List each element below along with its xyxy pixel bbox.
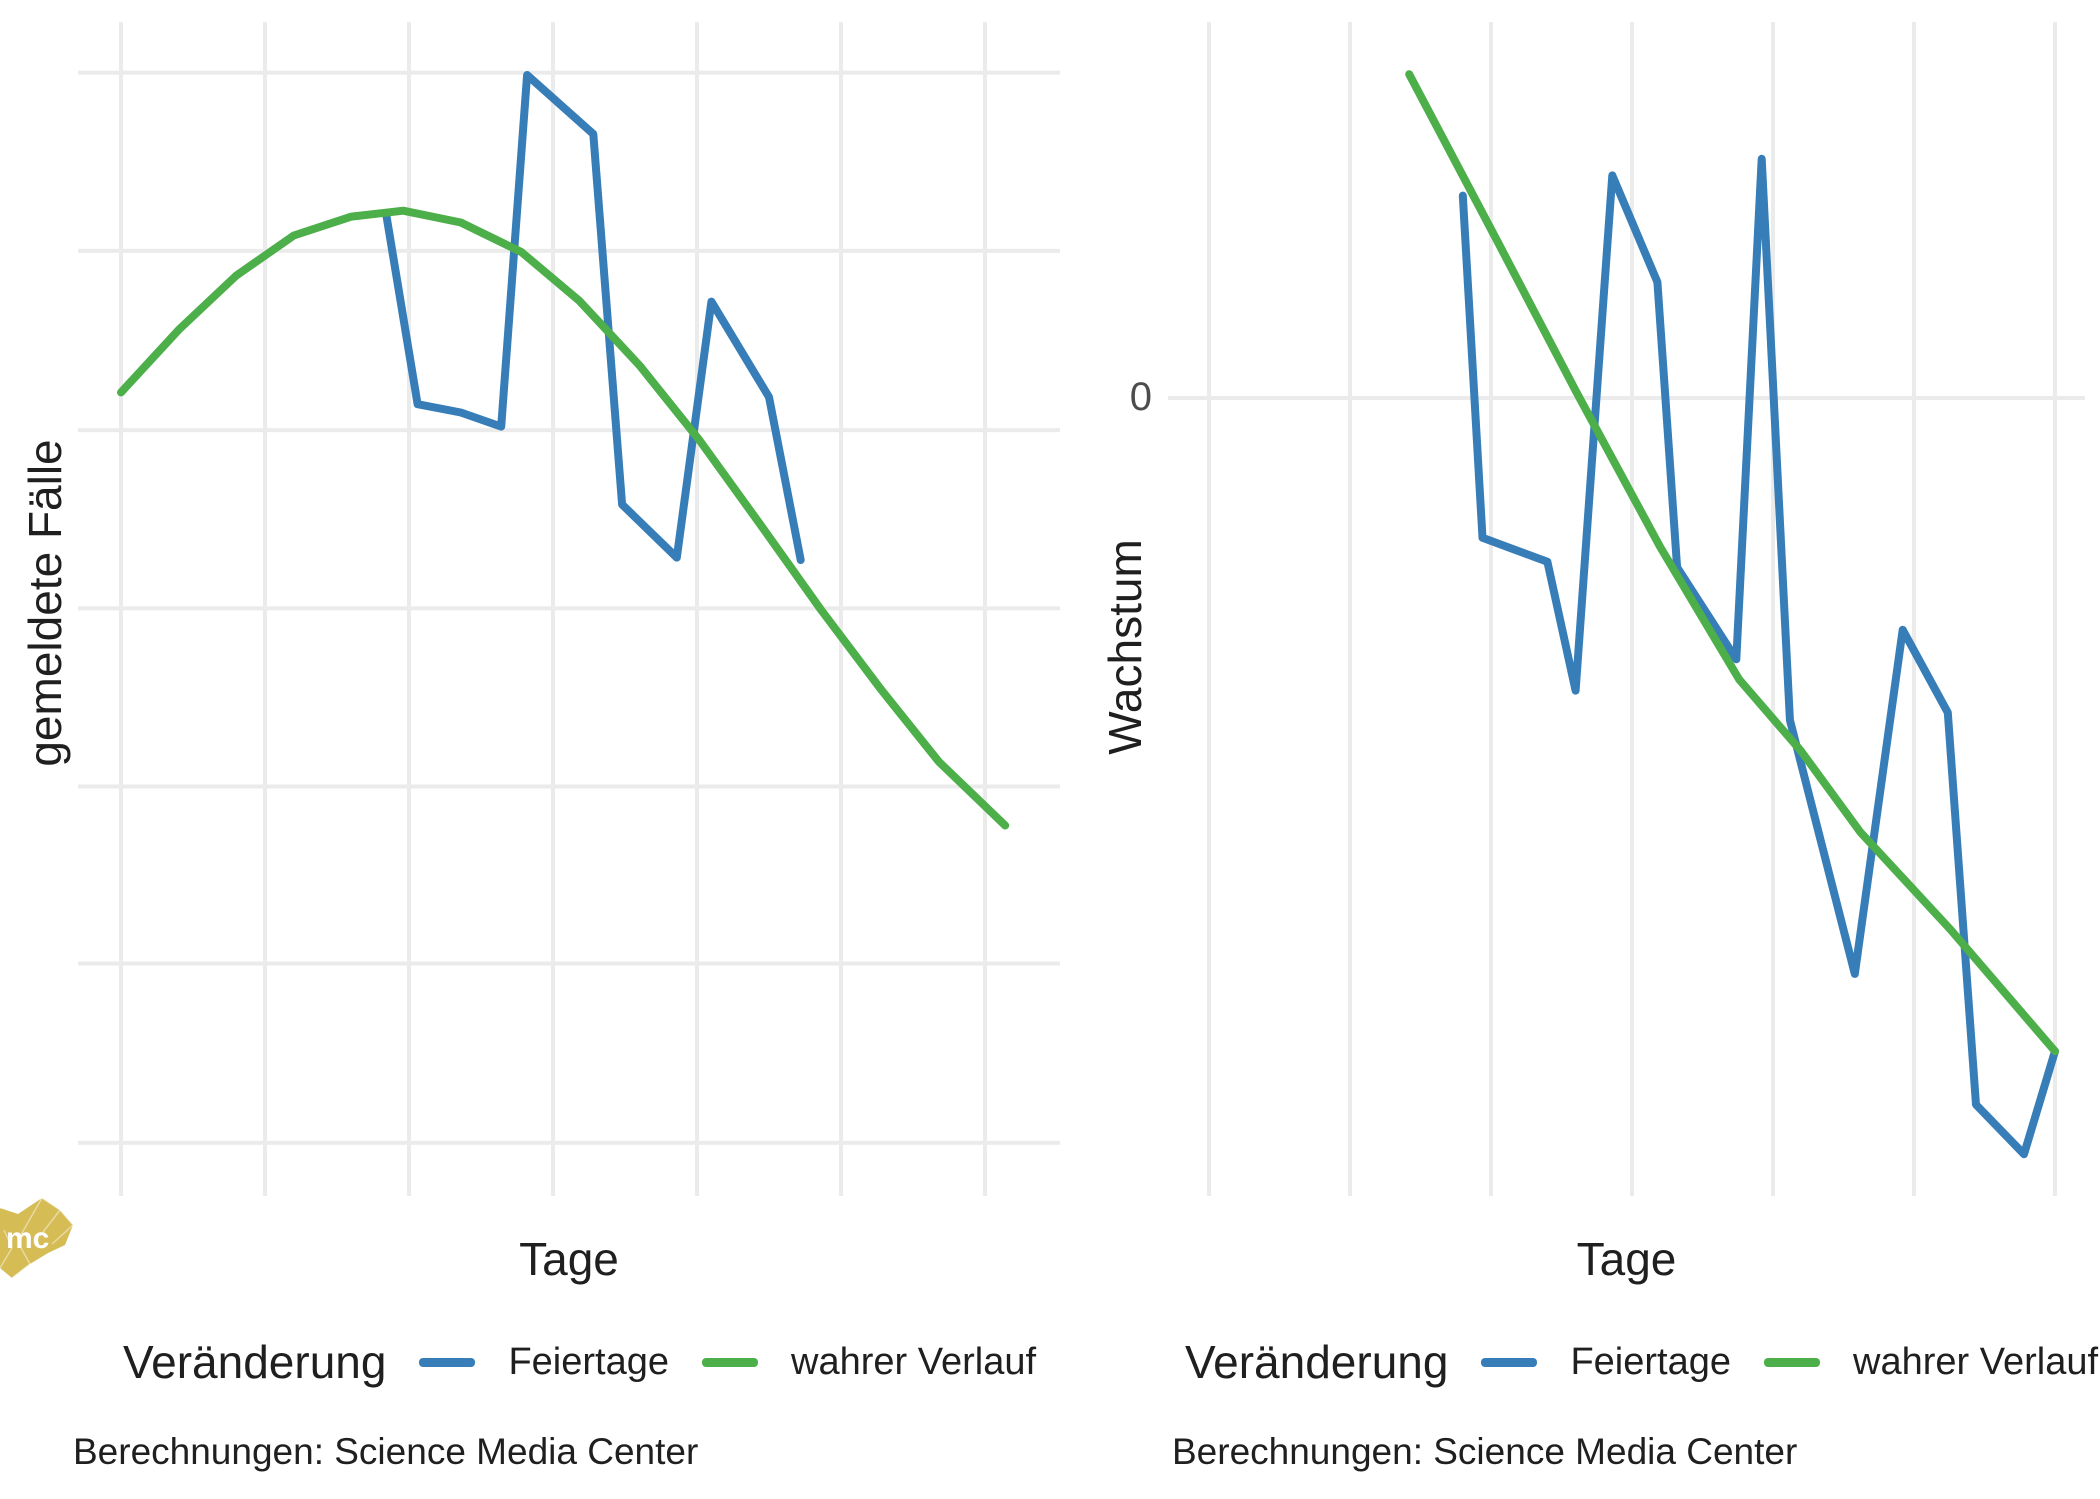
wahrer-verlauf-line <box>117 206 1010 830</box>
left-y-axis-title: gemeldete Fälle <box>19 439 71 767</box>
feiertage-line-key-icon <box>419 1357 476 1367</box>
legend-item-feiertage: Feiertage <box>508 1341 669 1383</box>
legend-right: Veränderung Feiertage wahrer Verlauf <box>1185 1336 2098 1388</box>
wahrer-verlauf-line-key-icon <box>702 1357 758 1367</box>
feiertage-line <box>382 71 805 564</box>
legend-left: Veränderung Feiertage wahrer Verlauf <box>123 1336 1036 1388</box>
wahrer-verlauf-line-key-icon <box>1764 1357 1820 1367</box>
wahrer-verlauf-line <box>1405 70 2059 1056</box>
right-y-tick-zero: 0 <box>1129 375 1152 419</box>
right-y-axis-title: Wachstum <box>1099 539 1151 755</box>
logo-facet-line <box>11 1245 31 1279</box>
feiertage-line-key-icon <box>1481 1357 1538 1367</box>
right-panel <box>1168 22 2085 1196</box>
logo-facet-line <box>0 1196 44 1241</box>
legend-item-wahrer-verlauf: wahrer Verlauf <box>1853 1341 2099 1383</box>
legend-item-feiertage: Feiertage <box>1570 1341 1731 1383</box>
caption-right: Berechnungen: Science Media Center <box>1172 1431 1798 1472</box>
legend-title: Veränderung <box>1185 1336 1449 1388</box>
legend-item-wahrer-verlauf: wahrer Verlauf <box>791 1341 1037 1383</box>
gridlines <box>78 22 1060 1196</box>
right-x-axis-title: Tage <box>1576 1233 1677 1285</box>
caption-left: Berechnungen: Science Media Center <box>73 1431 699 1472</box>
left-x-axis-title: Tage <box>519 1233 619 1285</box>
gridlines <box>1168 22 2085 1196</box>
smc-logo-text: mc <box>6 1222 49 1255</box>
left-panel <box>78 22 1060 1196</box>
logo-facet-line <box>39 1197 62 1237</box>
logo-facet-line <box>0 1229 13 1269</box>
legend-title: Veränderung <box>123 1336 387 1388</box>
logo-facet-line <box>51 1209 75 1245</box>
smc-logo-shape <box>0 1198 73 1278</box>
smc-logo: mc <box>0 1196 75 1279</box>
feiertage-line <box>1458 154 2059 1159</box>
